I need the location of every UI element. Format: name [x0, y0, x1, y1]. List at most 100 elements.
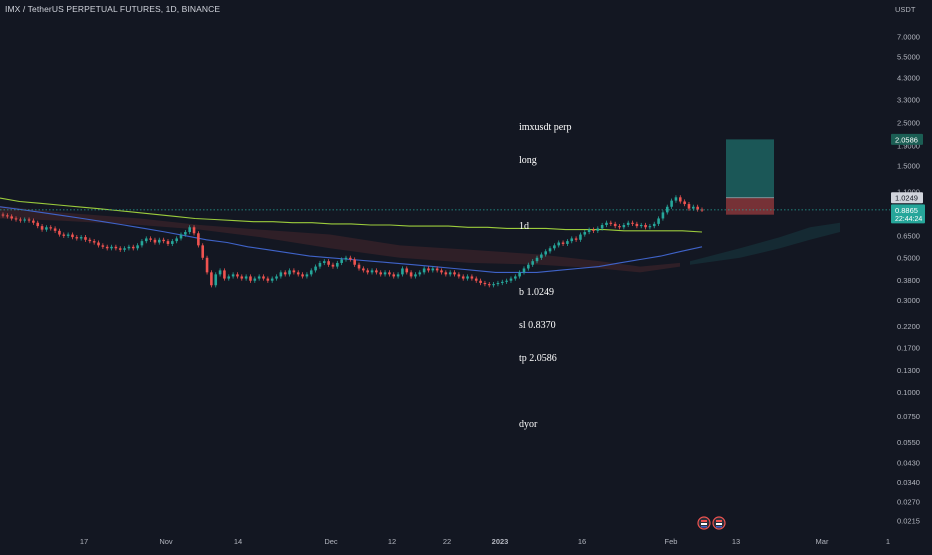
candle — [227, 274, 231, 281]
candle — [500, 279, 504, 286]
candle — [305, 272, 309, 279]
candle-body — [127, 246, 131, 249]
take-profit-zone[interactable] — [726, 139, 774, 198]
candle-body — [114, 246, 118, 249]
price-tick-label: 0.2200 — [897, 322, 920, 331]
candle — [670, 198, 673, 209]
flag-stripe — [716, 523, 722, 525]
candle — [440, 268, 443, 275]
candle — [314, 264, 317, 273]
candle-body — [600, 224, 604, 229]
note-line: tp 2.0586 — [519, 353, 557, 364]
candle — [435, 266, 439, 273]
countdown-label: 22:44:24 — [895, 216, 922, 223]
candle-body — [535, 257, 539, 262]
candle-body — [483, 282, 487, 285]
candle-body — [678, 197, 682, 202]
take-profit-label: 2.0586 — [895, 135, 918, 144]
candle — [240, 274, 244, 281]
candle — [288, 268, 291, 277]
price-tick-label: 0.3000 — [897, 296, 920, 305]
flag-event-icon[interactable] — [697, 516, 711, 530]
candle — [362, 266, 365, 273]
idea-note[interactable]: imxusdt perp long 1d b 1.0249 sl 0.8370 … — [519, 100, 572, 452]
candle — [631, 220, 634, 226]
candle-body — [366, 270, 369, 273]
candle-body — [409, 272, 413, 277]
candle-body — [105, 246, 109, 249]
candle — [644, 222, 647, 230]
flag-stripe — [701, 526, 707, 528]
candle — [75, 235, 79, 241]
last-price-label: 0.8865 — [895, 206, 918, 215]
price-tick-label: 0.0215 — [897, 517, 920, 526]
candle — [600, 222, 604, 231]
candle-body — [592, 229, 595, 231]
symbol-title[interactable]: IMX / TetherUS PERPETUAL FUTURES, 1D, BI… — [5, 4, 221, 14]
flag-stripe — [701, 523, 707, 525]
candle — [605, 220, 608, 228]
candle — [66, 232, 70, 238]
candle-body — [453, 272, 456, 275]
candle — [665, 204, 669, 215]
candle-body — [318, 262, 322, 267]
candle — [353, 257, 356, 267]
candle-body — [214, 274, 218, 286]
price-tick-label: 0.1000 — [897, 388, 920, 397]
candle — [349, 255, 352, 262]
candle-body — [288, 270, 291, 275]
flag-event-icon[interactable] — [712, 516, 726, 530]
price-tick-label: 0.0430 — [897, 459, 920, 468]
candle — [322, 259, 326, 266]
candle — [414, 272, 417, 279]
candle-body — [210, 272, 213, 286]
candle-body — [596, 228, 600, 231]
candle — [84, 235, 87, 242]
candle-body — [544, 251, 548, 255]
candle-body — [652, 223, 656, 227]
time-tick-label: 22 — [443, 537, 451, 546]
candle-body — [527, 264, 530, 269]
candle — [53, 226, 57, 233]
candle-body — [661, 212, 665, 219]
candle-body — [570, 238, 574, 242]
candle-body — [192, 227, 196, 234]
candle-body — [279, 272, 283, 277]
candle — [49, 225, 53, 231]
candle — [140, 239, 144, 248]
ichimoku-cloud-bearish — [0, 205, 680, 273]
candle-body — [414, 274, 417, 277]
candle-body — [175, 238, 178, 242]
candle-body — [131, 246, 135, 249]
candle-body — [700, 209, 704, 211]
candle-body — [553, 245, 556, 249]
candle — [444, 270, 448, 277]
moving-average-long — [0, 197, 703, 233]
candle-body — [470, 276, 474, 279]
candle — [296, 270, 300, 277]
candle — [487, 282, 491, 288]
candle-body — [492, 284, 495, 286]
candle — [492, 282, 495, 288]
time-axis-panel[interactable] — [0, 532, 890, 550]
candle — [453, 270, 456, 277]
note-line: dyor — [519, 419, 538, 430]
time-tick-label: Dec — [324, 537, 338, 546]
candle-body — [461, 276, 465, 279]
candle-body — [218, 270, 222, 275]
time-tick-label: 14 — [234, 537, 242, 546]
stop-loss-zone[interactable] — [726, 197, 774, 215]
candle-body — [336, 262, 339, 267]
candle-body — [244, 276, 248, 279]
candle — [23, 217, 27, 223]
candle — [531, 259, 534, 267]
candle — [553, 243, 556, 251]
candle-body — [188, 227, 191, 233]
candle-body — [396, 274, 400, 277]
candle — [292, 268, 296, 275]
candle — [596, 226, 600, 233]
candle — [101, 243, 105, 249]
price-axis-panel[interactable] — [890, 0, 932, 550]
